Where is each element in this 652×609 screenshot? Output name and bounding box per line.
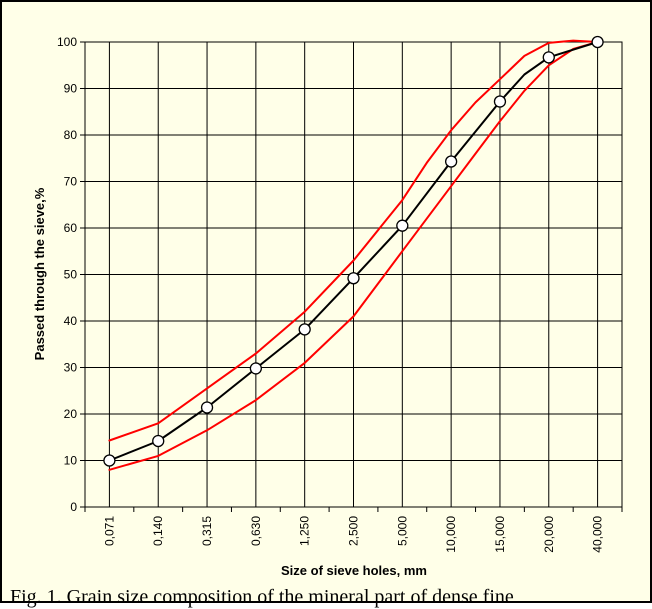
boundary-curve (108, 41, 599, 471)
y-tick-label: 80 (64, 128, 78, 142)
x-tick-label: 40,000 (591, 516, 605, 553)
x-tick-label: 15,000 (493, 516, 507, 553)
x-tick-labels: 0,071 0,140 0,315 0,630 1,250 2,500 5,000 10,00… (102, 516, 604, 553)
y-tick-label: 30 (64, 361, 78, 375)
x-tick-label: 20,000 (542, 516, 556, 553)
data-point (200, 401, 214, 414)
y-tick-labels: 0 10 20 30 40 50 60 70 80 90 100 (57, 35, 77, 514)
y-tick-label: 60 (64, 221, 78, 235)
x-tick-label: 1,250 (298, 516, 312, 546)
data-point (152, 434, 165, 448)
x-tick-label: 0,630 (249, 516, 263, 546)
y-tick-label: 70 (64, 175, 78, 189)
y-tick-label: 40 (64, 314, 78, 328)
y-tick-label: 0 (70, 500, 77, 514)
markers-group (103, 35, 604, 467)
y-tick-label: 20 (64, 407, 78, 421)
y-tick-label: 50 (64, 268, 78, 282)
x-axis-title: Size of sieve holes, mm (281, 563, 427, 578)
data-point (298, 323, 311, 336)
y-tick-label: 10 (64, 454, 78, 468)
mean-curve (108, 41, 599, 462)
x-tick-label: 2,500 (347, 516, 361, 546)
boundary-curve (108, 39, 599, 442)
data-point (396, 219, 409, 232)
data-point (444, 155, 458, 168)
data-point (347, 272, 360, 285)
x-tick-label: 5,000 (395, 516, 409, 546)
x-tick-label: 0,071 (102, 516, 116, 546)
y-tick-label: 90 (64, 82, 78, 96)
x-tick-label: 0,140 (151, 516, 165, 546)
x-tick-label: 10,000 (444, 516, 458, 553)
data-point (542, 51, 555, 64)
plot-area-border (84, 41, 623, 508)
data-point (249, 362, 263, 375)
series-group (108, 39, 599, 471)
y-tick-label: 100 (57, 35, 77, 49)
y-axis-title: Passed through the sieve,% (32, 187, 47, 360)
figure-caption: Fig. 1. Grain size composition of the mi… (10, 586, 514, 608)
x-tick-label: 0,315 (200, 516, 214, 546)
data-point (103, 454, 116, 467)
data-point (591, 35, 604, 49)
data-point (493, 95, 507, 108)
